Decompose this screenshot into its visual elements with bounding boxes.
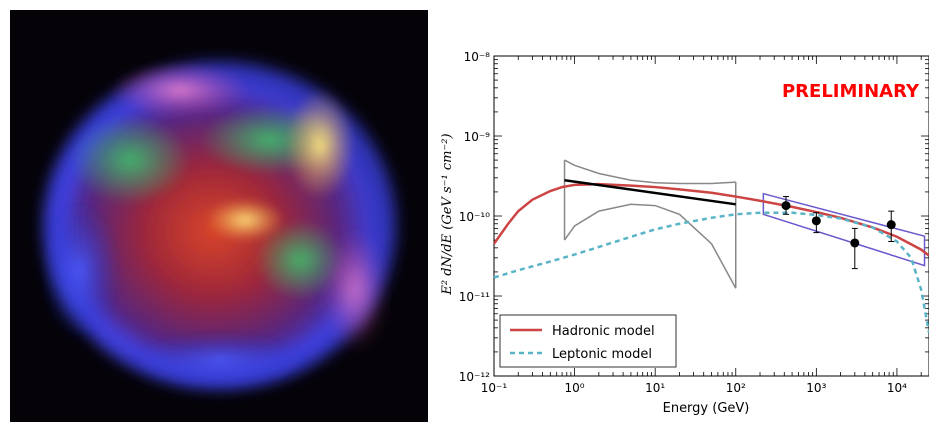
powerlaw-fit-segment xyxy=(564,178,736,206)
low-energy-band xyxy=(563,159,737,289)
x-tick-label: 10⁴ xyxy=(887,381,907,395)
y-axis-label: E² dN/dE (GeV s⁻¹ cm⁻²) xyxy=(440,133,455,295)
legend-label-leptonic: Leptonic model xyxy=(552,347,652,362)
preliminary-annotation: PRELIMINARY xyxy=(782,81,920,102)
hadronic-model-line xyxy=(492,182,929,257)
x-tick-label: 10⁻¹ xyxy=(481,381,508,395)
legend: Hadronic model Leptonic model xyxy=(499,314,677,368)
y-tick-label: 10⁻⁸ xyxy=(464,50,491,64)
leptonic-model-line xyxy=(493,211,929,333)
x-tick-label: 10¹ xyxy=(645,381,665,395)
y-tick-label: 10⁻⁹ xyxy=(464,130,491,144)
x-axis-label: Energy (GeV) xyxy=(663,401,750,416)
data-points xyxy=(781,196,896,270)
high-band-outline xyxy=(762,192,926,267)
supernova-remnant-image xyxy=(10,10,428,422)
low-band-upper-edge xyxy=(564,159,736,185)
data-point xyxy=(811,216,821,226)
legend-label-hadronic: Hadronic model xyxy=(552,324,655,339)
data-point xyxy=(781,201,791,211)
y-tick-label: 10⁻¹² xyxy=(459,370,490,384)
x-tick-labels: 10⁻¹ 10⁰ 10¹ 10² 10³ 10⁴ xyxy=(481,381,907,395)
model-curves xyxy=(492,182,929,333)
data-point xyxy=(886,220,896,230)
y-tick-label: 10⁻¹¹ xyxy=(459,290,490,304)
powerlaw-fit-line xyxy=(564,178,736,206)
y-tick-labels: 10⁻¹² 10⁻¹¹ 10⁻¹⁰ 10⁻⁹ 10⁻⁸ xyxy=(459,50,490,384)
high-energy-band xyxy=(762,192,926,267)
sed-chart: 10⁻¹² 10⁻¹¹ 10⁻¹⁰ 10⁻⁹ 10⁻⁸ 10⁻¹ 10⁰ 10¹ 10² 10³… xyxy=(440,50,929,416)
y-tick-label: 10⁻¹⁰ xyxy=(459,210,490,224)
x-tick-label: 10³ xyxy=(806,381,826,395)
legend-box xyxy=(499,314,677,368)
x-tick-label: 10² xyxy=(726,381,746,395)
x-tick-label: 10⁰ xyxy=(565,381,585,395)
data-point xyxy=(850,238,860,248)
low-band-lower-edge xyxy=(563,203,737,289)
